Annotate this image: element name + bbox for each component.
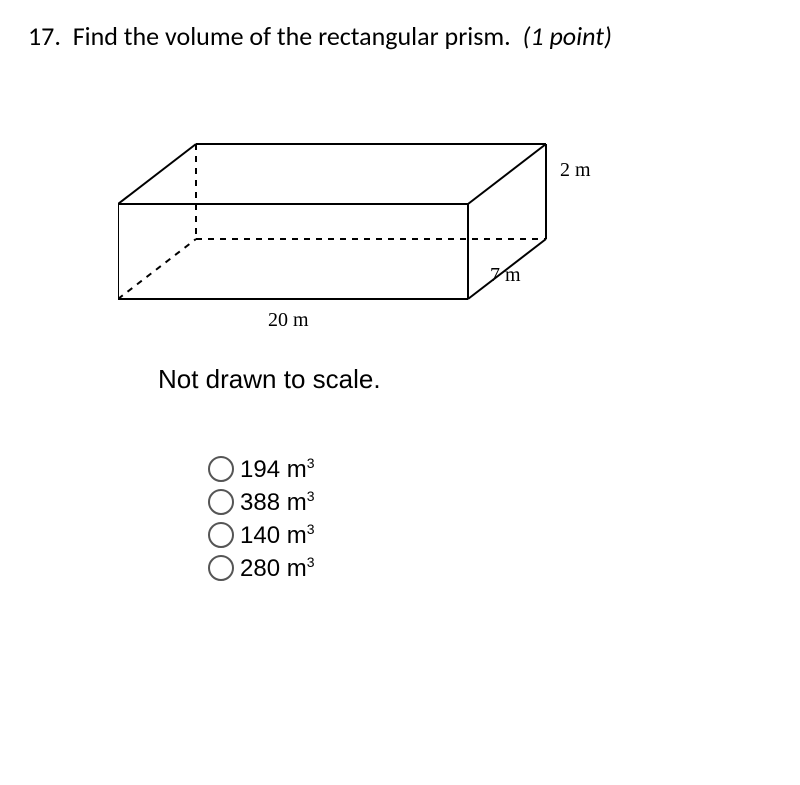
question-page: 17. Find the volume of the rectangular p… — [0, 0, 800, 607]
option-label: 280 m3 — [240, 554, 315, 583]
answer-options: 194 m3 388 m3 140 m3 280 m3 — [208, 455, 772, 583]
radio-icon — [208, 522, 234, 548]
question-number: 17. — [28, 20, 61, 52]
radio-icon — [208, 489, 234, 515]
option-label: 140 m3 — [240, 521, 315, 550]
label-depth: 7 m — [490, 264, 521, 287]
label-width: 20 m — [268, 309, 309, 332]
question-points: (1 point) — [523, 20, 612, 52]
option-d[interactable]: 280 m3 — [208, 554, 772, 583]
label-height: 2 m — [560, 159, 591, 182]
question-text: Find the volume of the rectangular prism… — [73, 20, 511, 52]
question-line: 17. Find the volume of the rectangular p… — [28, 20, 772, 54]
radio-icon — [208, 555, 234, 581]
option-c[interactable]: 140 m3 — [208, 521, 772, 550]
radio-icon — [208, 456, 234, 482]
prism-svg — [118, 104, 638, 334]
prism-diagram: 2 m 7 m 20 m — [118, 104, 638, 334]
option-b[interactable]: 388 m3 — [208, 488, 772, 517]
option-a[interactable]: 194 m3 — [208, 455, 772, 484]
scale-note: Not drawn to scale. — [158, 364, 772, 395]
option-label: 388 m3 — [240, 488, 315, 517]
option-label: 194 m3 — [240, 455, 315, 484]
